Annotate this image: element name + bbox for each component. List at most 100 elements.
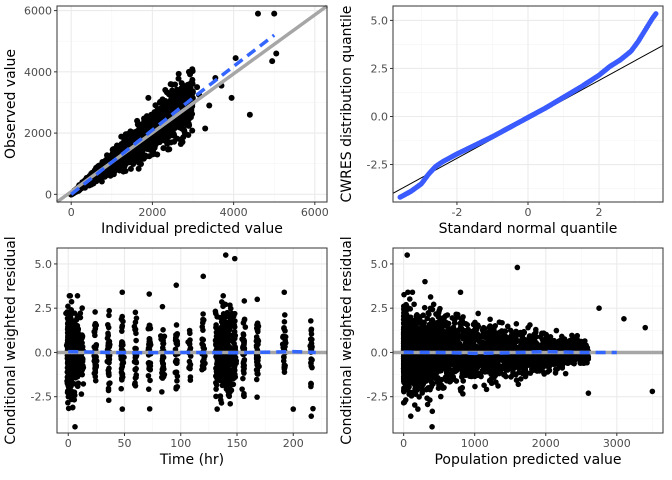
data-point [255, 323, 262, 330]
data-point [174, 330, 181, 337]
data-point [133, 337, 139, 344]
y-tick-label: 2.5 [371, 62, 389, 75]
data-point [406, 296, 413, 302]
y-axis-title: Observed value [3, 49, 19, 159]
data-point [105, 330, 111, 337]
data-point [174, 338, 180, 345]
data-point [178, 122, 185, 129]
data-point [131, 323, 138, 330]
y-tick-label: 0.0 [371, 110, 389, 123]
data-point [145, 94, 152, 101]
data-point [487, 316, 493, 323]
data-point [78, 367, 84, 374]
y-tick-label: 2000 [24, 127, 52, 140]
data-point [212, 308, 219, 315]
data-point [134, 117, 141, 124]
data-point [92, 309, 98, 315]
data-point [173, 384, 180, 391]
y-tick-label: 5.0 [35, 258, 53, 271]
data-point [460, 378, 467, 384]
y-tick-label: 4000 [24, 66, 52, 79]
data-point [217, 397, 224, 403]
data-point [74, 292, 81, 299]
data-point [132, 380, 138, 386]
data-point [92, 377, 99, 384]
data-point [147, 137, 154, 144]
data-point [177, 140, 184, 147]
data-point [185, 68, 192, 75]
data-point [167, 81, 174, 88]
x-tick-label: 0 [65, 437, 72, 450]
data-point [230, 313, 237, 320]
y-tick-label: 2.5 [35, 302, 53, 315]
data-point [164, 146, 171, 153]
data-point [66, 292, 73, 299]
data-point [173, 360, 180, 367]
data-point [141, 125, 148, 132]
data-point [254, 362, 260, 368]
data-point [228, 94, 235, 101]
data-point [172, 95, 179, 102]
data-point [199, 319, 206, 326]
data-point [118, 365, 125, 372]
y-axis-title: Conditional weighted residual [3, 236, 19, 444]
data-point [105, 321, 111, 328]
data-point [149, 151, 156, 158]
data-point [187, 374, 194, 380]
data-point [159, 370, 165, 376]
data-point [77, 314, 84, 321]
data-point [160, 145, 167, 152]
data-point [127, 165, 134, 172]
data-point [169, 87, 176, 94]
data-point [200, 311, 206, 317]
data-point [119, 313, 126, 320]
data-point [308, 413, 315, 419]
data-point [165, 130, 172, 137]
data-point [118, 356, 125, 362]
data-point [281, 325, 287, 332]
data-point [282, 343, 288, 350]
data-point [68, 298, 75, 305]
data-point [118, 385, 125, 392]
data-point [175, 75, 182, 82]
data-point [173, 282, 180, 288]
data-point [132, 309, 139, 316]
data-point [159, 375, 166, 381]
x-tick-label: 50 [118, 437, 132, 450]
data-point [201, 365, 207, 372]
data-point [173, 322, 180, 328]
data-point [119, 339, 125, 345]
data-point [187, 337, 193, 343]
data-point [93, 341, 100, 348]
data-point [105, 387, 112, 394]
data-point [131, 358, 138, 365]
data-point [169, 123, 176, 130]
data-point [226, 393, 233, 400]
data-point [149, 144, 156, 151]
data-point [106, 307, 112, 314]
data-point [307, 318, 314, 324]
y-tick-label: 0 [45, 188, 52, 201]
y-tick-label: 5.0 [371, 14, 389, 27]
data-point [310, 405, 316, 412]
y-axis-title: CWRES distribution quantile [339, 6, 355, 203]
data-point [79, 305, 85, 311]
x-tick-label: -2 [451, 206, 462, 219]
data-point [158, 105, 165, 112]
data-point [253, 344, 260, 350]
data-point [160, 327, 166, 333]
data-point [200, 273, 207, 280]
data-point [71, 389, 78, 395]
data-point [230, 381, 237, 388]
data-point [189, 127, 196, 134]
data-point [214, 406, 220, 412]
data-point [133, 315, 140, 321]
data-point [124, 131, 131, 138]
data-point [177, 136, 184, 143]
y-tick-label: 6000 [24, 5, 52, 18]
data-point [106, 355, 112, 362]
x-tick-label: 100 [170, 437, 191, 450]
data-point [163, 102, 170, 109]
data-point [105, 397, 112, 404]
